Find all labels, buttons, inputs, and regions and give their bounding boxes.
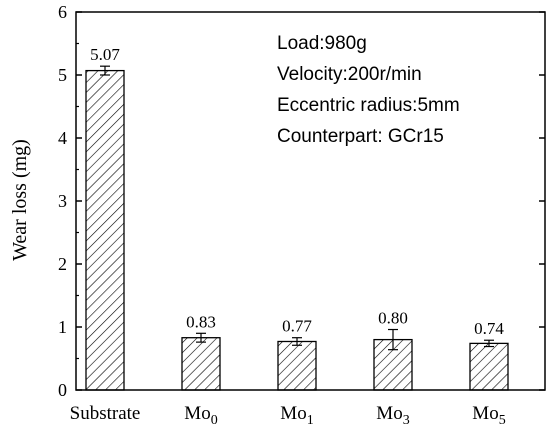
bar	[85, 69, 125, 391]
y-tick-label: 1	[58, 317, 67, 337]
bar	[469, 342, 509, 391]
plot-area: 5.07 0.83 0.77 0.80 0.74	[85, 45, 509, 391]
x-tick-label: Mo0	[184, 403, 217, 428]
x-tick-label: Mo5	[472, 403, 505, 428]
data-label: 0.83	[186, 312, 216, 331]
bar	[277, 340, 317, 391]
y-tick-label: 0	[58, 380, 67, 400]
annotation-velocity: Velocity:200r/min	[277, 64, 422, 85]
x-tick-label: Mo1	[280, 403, 313, 428]
y-tick-label: 6	[58, 2, 67, 22]
annotation-counterpart: Counterpart: GCr15	[277, 126, 444, 147]
annotation-load: Load:980g	[277, 33, 367, 54]
y-axis-label: Wear loss (mg)	[9, 139, 31, 261]
bar	[181, 337, 221, 391]
data-label: 0.80	[378, 309, 408, 328]
y-tick-label: 4	[58, 128, 67, 148]
annotation-eccentric-radius: Eccentric radius:5mm	[277, 95, 460, 116]
data-label: 0.77	[282, 317, 312, 336]
annotation-box: Load:980g Velocity:200r/min Eccentric ra…	[277, 33, 460, 147]
data-label: 5.07	[90, 45, 120, 64]
data-label: 0.74	[474, 319, 504, 338]
y-tick-label: 2	[58, 254, 67, 274]
x-tick-label: Substrate	[70, 403, 141, 424]
y-tick-label: 3	[58, 191, 67, 211]
axes: 0 1 2 3 4 5 6 Substrate Mo0 Mo1 Mo3 Mo5	[58, 2, 546, 428]
x-tick-label: Mo3	[376, 403, 409, 428]
y-tick-label: 5	[58, 65, 67, 85]
